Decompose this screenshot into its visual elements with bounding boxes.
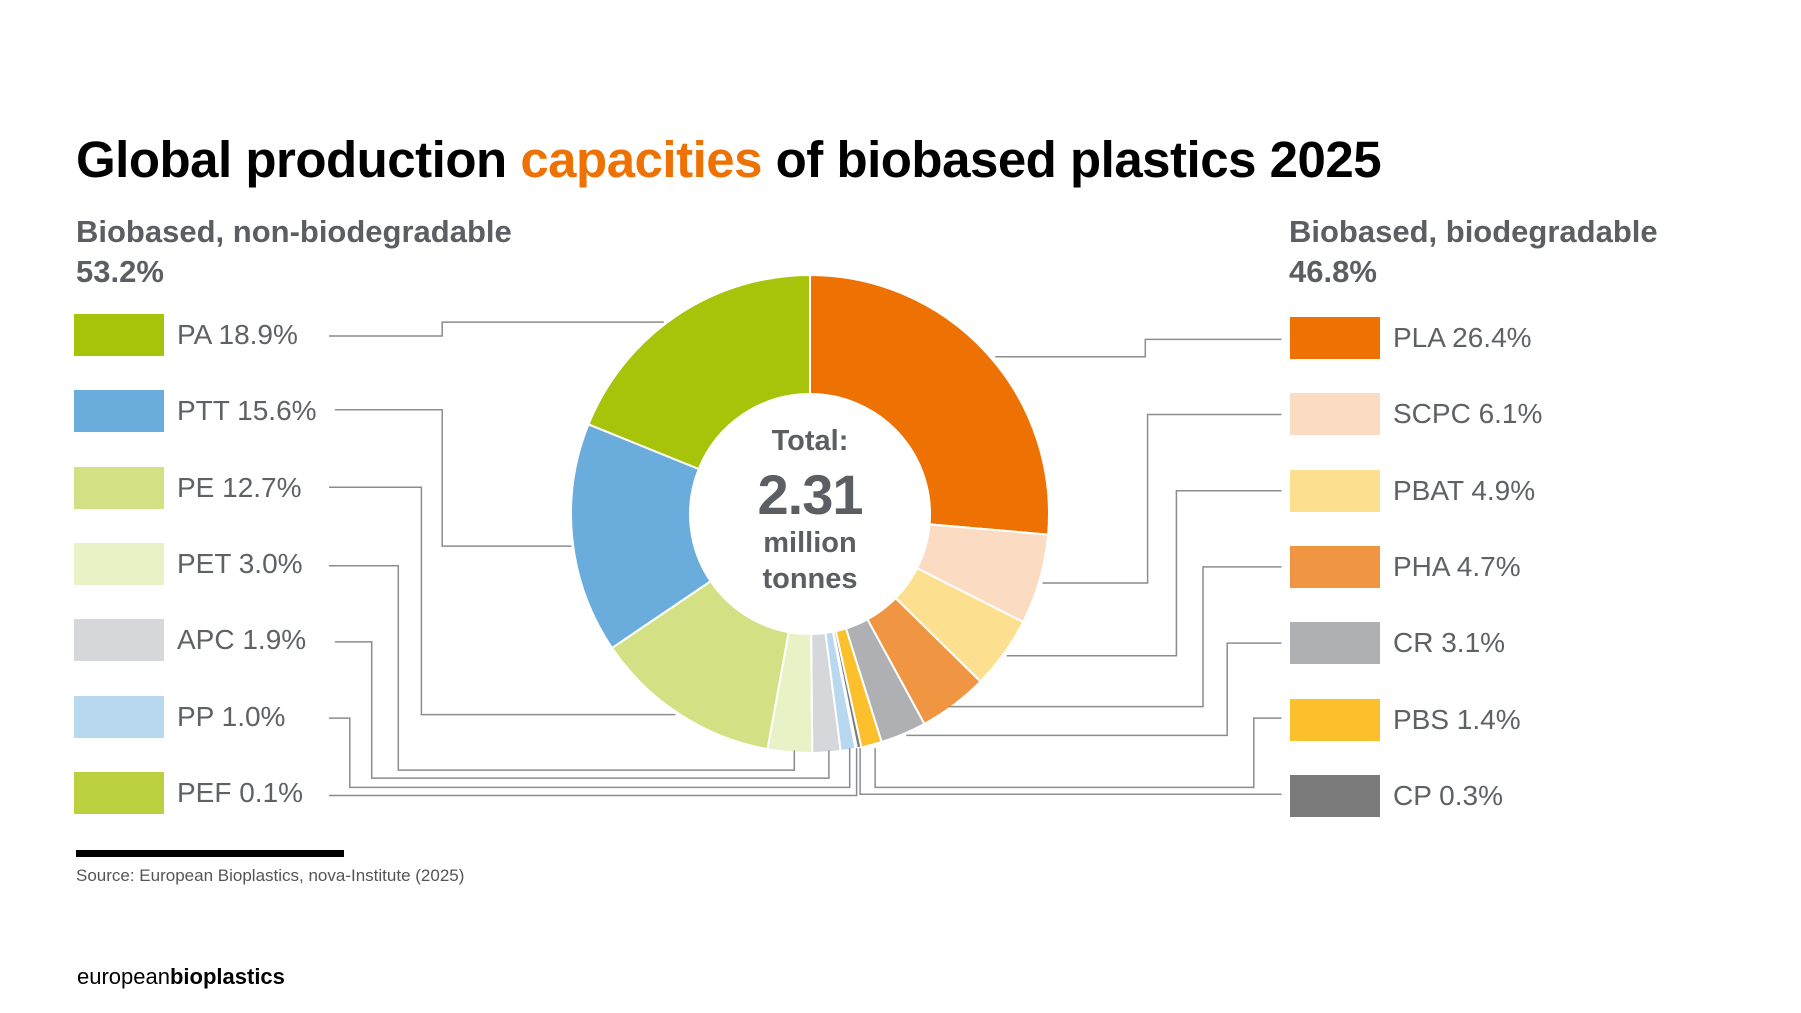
legend-item-pet: PET 3.0%	[74, 542, 303, 585]
legend-label: PET 3.0%	[177, 547, 303, 579]
legend-swatch	[1290, 469, 1380, 512]
leader-line-ptt	[334, 409, 572, 547]
legend-item-pbs: PBS 1.4%	[1290, 698, 1521, 741]
leader-line-pbs	[874, 717, 1282, 789]
legend-item-pe: PE 12.7%	[74, 466, 302, 509]
leader-line-pet	[329, 564, 796, 771]
legend-swatch	[74, 695, 164, 738]
legend-item-apc: APC 1.9%	[74, 619, 307, 662]
legend-item-pbat: PBAT 4.9%	[1290, 469, 1536, 512]
leader-line-pla	[995, 338, 1282, 358]
legend-label: CR 3.1%	[1393, 627, 1506, 659]
legend-swatch	[1290, 317, 1380, 359]
legend-item-pa: PA 18.9%	[74, 314, 298, 356]
leader-line-apc	[334, 641, 830, 779]
logo: europeanbioplastics	[77, 964, 285, 989]
legend-item-ptt: PTT 15.6%	[74, 390, 317, 433]
legend-item-pla: PLA 26.4%	[1290, 317, 1532, 359]
legend-label: PA 18.9%	[177, 319, 298, 350]
legend-item-pha: PHA 4.7%	[1290, 545, 1521, 588]
legend-label: PLA 26.4%	[1393, 322, 1532, 353]
center-unit-line2: tonnes	[762, 563, 858, 595]
legend-swatch	[1290, 774, 1380, 817]
group-heading-non-biodegradable: Biobased, non-biodegradable 53.2%	[76, 214, 512, 289]
legend-swatch	[1290, 622, 1380, 665]
legend-label: CP 0.3%	[1393, 779, 1503, 811]
legend-label: PHA 4.7%	[1393, 550, 1521, 582]
legend-swatch	[1290, 545, 1380, 588]
center-total-label: Total:	[771, 425, 849, 457]
legend-swatch	[74, 466, 164, 509]
leader-line-pef	[329, 748, 858, 797]
slice-ptt	[570, 423, 712, 650]
leader-line-pe	[329, 486, 676, 716]
center-unit-line1: million	[763, 527, 857, 559]
leader-line-cp	[859, 748, 1282, 796]
legend-swatch	[74, 314, 164, 356]
legend-swatch	[74, 619, 164, 662]
legend-swatch	[1290, 698, 1380, 741]
legend-item-cr: CR 3.1%	[1290, 622, 1506, 665]
title-accent: capacities	[520, 131, 762, 188]
legend-swatch	[1290, 393, 1380, 436]
slice-pla	[809, 273, 1050, 536]
legend-swatch	[74, 390, 164, 433]
legend-label: APC 1.9%	[177, 624, 307, 656]
leader-line-cr	[906, 642, 1282, 737]
legend-label: PE 12.7%	[177, 471, 302, 503]
source-divider	[76, 850, 344, 857]
legend-label: PEF 0.1%	[177, 776, 304, 808]
leader-line-scpc	[1042, 413, 1282, 584]
legend-swatch	[74, 542, 164, 585]
center-total-value: 2.31	[757, 463, 864, 526]
legend-swatch	[74, 771, 164, 814]
leader-line-pa	[329, 321, 664, 337]
leader-line-pp	[329, 717, 851, 789]
source-note: Source: European Bioplastics, nova-Insti…	[76, 866, 465, 885]
slice-pa	[587, 273, 811, 471]
legend-label: PTT 15.6%	[177, 395, 317, 427]
chart-title: Global production capacities of biobased…	[76, 131, 1382, 188]
legend-item-pef: PEF 0.1%	[74, 771, 304, 814]
legend-label: SCPC 6.1%	[1393, 398, 1543, 430]
legend-label: PBAT 4.9%	[1393, 474, 1536, 506]
group-heading-biodegradable: Biobased, biodegradable 46.8%	[1289, 214, 1658, 289]
legend-item-scpc: SCPC 6.1%	[1290, 393, 1543, 436]
legend-label: PBS 1.4%	[1393, 703, 1521, 735]
leader-line-pbat	[1006, 489, 1282, 657]
legend-item-pp: PP 1.0%	[74, 695, 286, 738]
legend-label: PP 1.0%	[177, 700, 286, 732]
leader-line-pha	[949, 566, 1282, 708]
legend-item-cp: CP 0.3%	[1290, 774, 1503, 817]
